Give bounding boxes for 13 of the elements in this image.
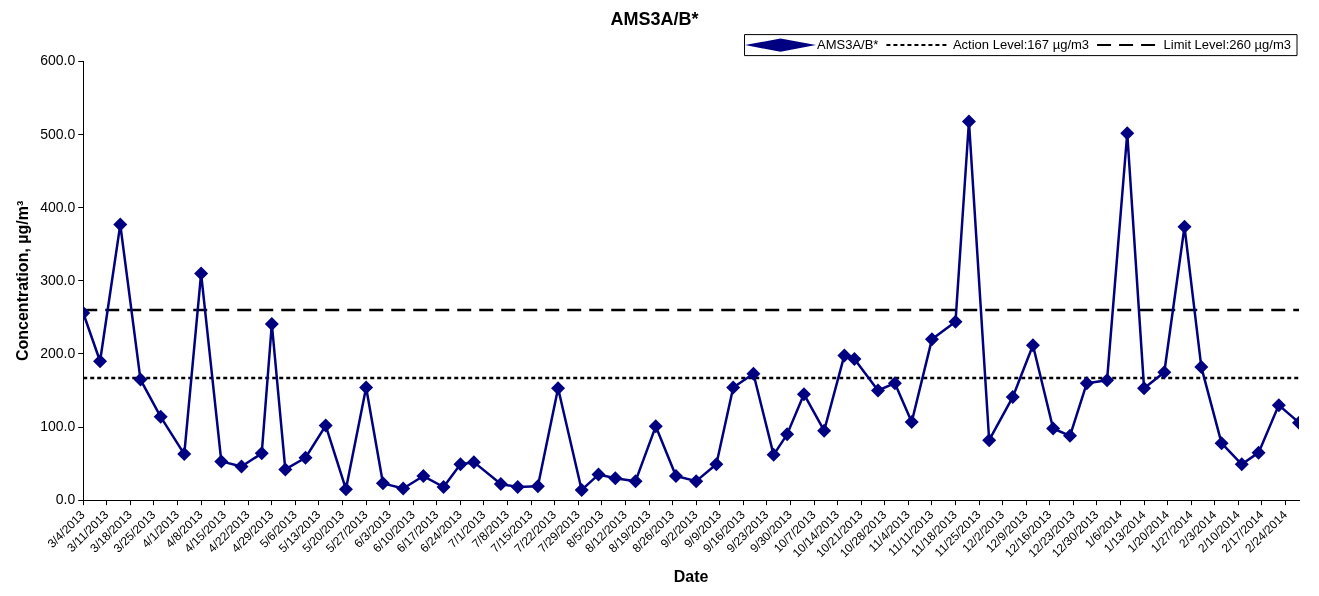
y-tick-label: 500.0 — [40, 125, 76, 142]
legend-label: AMS3A/B* — [817, 36, 879, 52]
y-tick-label: 100.0 — [40, 417, 76, 434]
y-tick-label: 400.0 — [40, 198, 76, 215]
y-tick-label: 0.0 — [55, 491, 76, 508]
y-tick-label: 600.0 — [40, 52, 76, 69]
legend-label: Action Level:167 µg/m3 — [952, 36, 1090, 52]
y-tick-label: 300.0 — [40, 271, 76, 288]
legend-label: Limit Level:260 µg/m3 — [1163, 36, 1292, 52]
chart-title: AMS3A/B* — [610, 8, 699, 29]
y-axis-title: Concentration, µg/m³ — [14, 200, 32, 362]
y-tick-label: 200.0 — [40, 344, 76, 361]
x-axis-title: Date — [673, 567, 709, 585]
